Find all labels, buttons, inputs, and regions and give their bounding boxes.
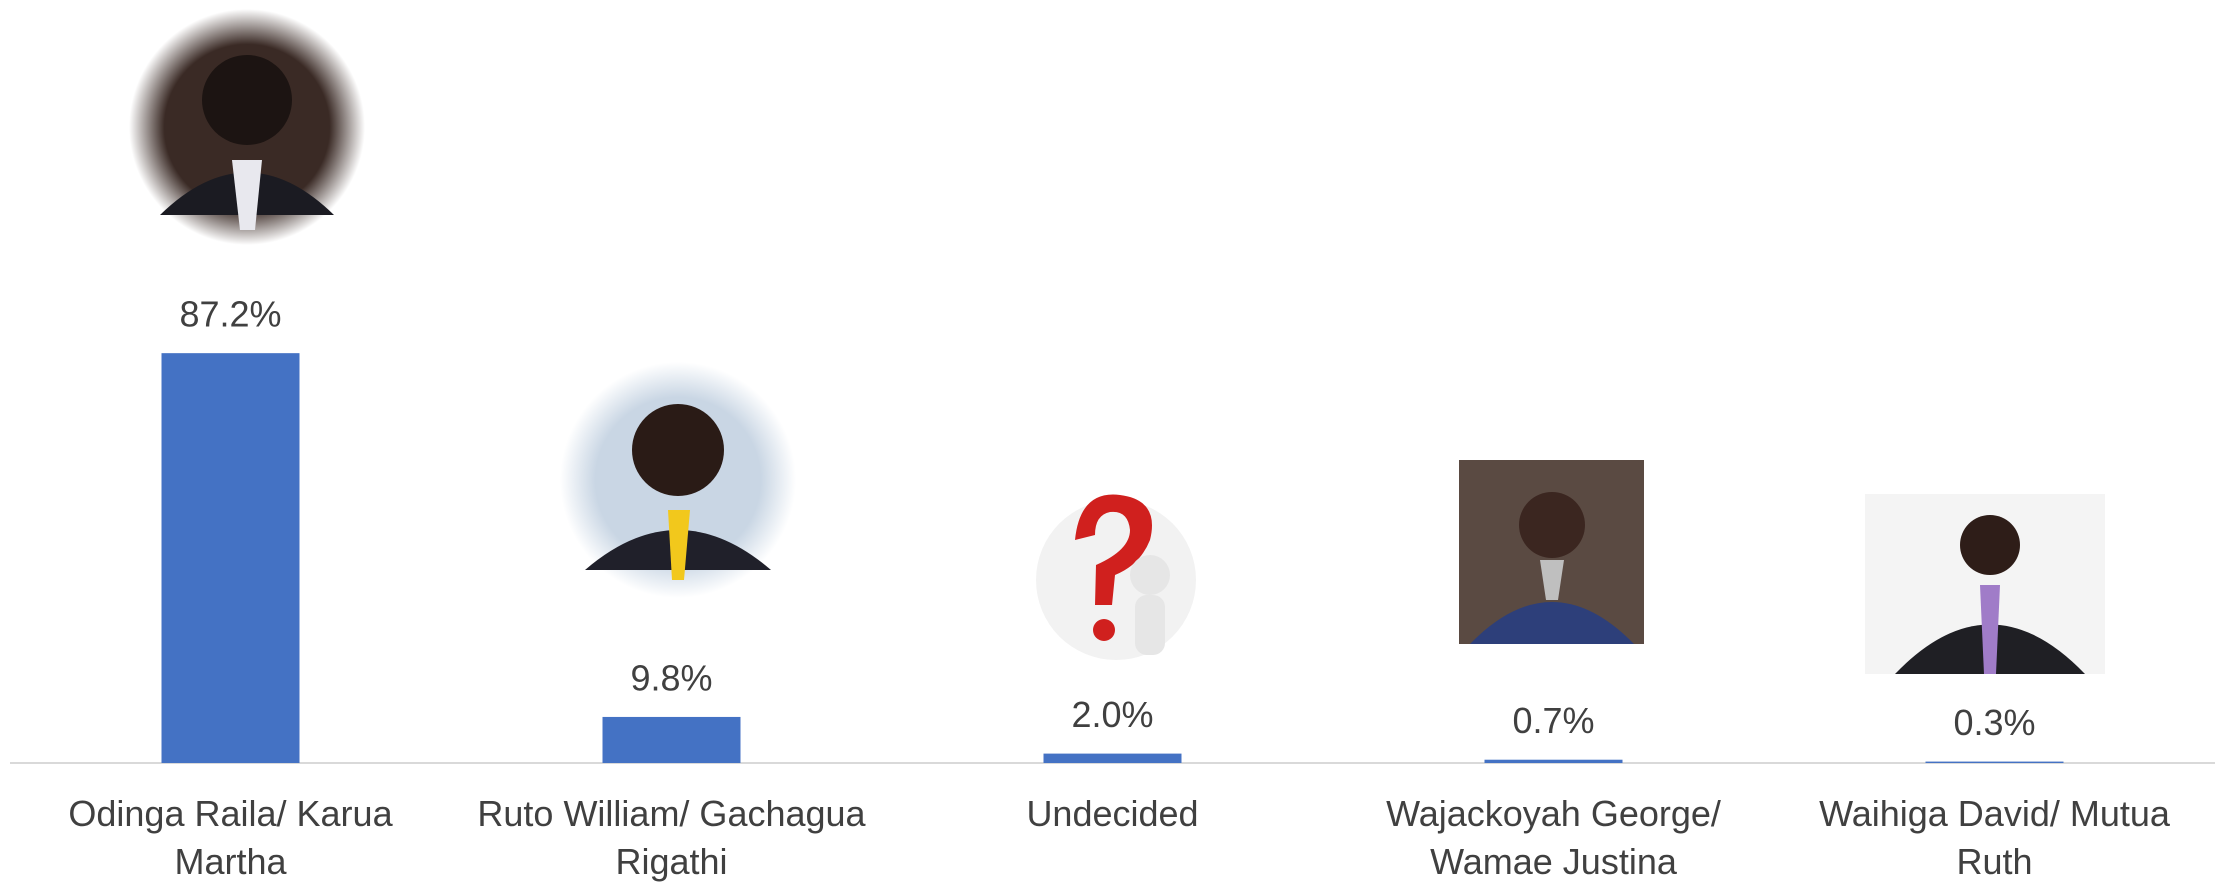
chart-svg: 87.2% 9.8% 2.0% 0.7% 0.3% (0, 0, 2215, 890)
photo (1459, 460, 1644, 644)
bar (603, 717, 741, 763)
value-label: 0.3% (1953, 702, 2035, 743)
x-tick-label: Undecided (903, 790, 1323, 838)
value-label: 87.2% (179, 294, 281, 335)
value-label: 0.7% (1512, 700, 1594, 741)
x-tick-label: Wajackoyah George/ Wamae Justina (1344, 790, 1764, 886)
value-label: 9.8% (630, 657, 712, 698)
bar (162, 353, 300, 763)
photo (560, 362, 796, 598)
photo (129, 9, 365, 245)
bar (1485, 760, 1623, 763)
x-tick-label: Ruto William/ Gachagua Rigathi (462, 790, 882, 886)
x-tick-label: Waihiga David/ Mutua Ruth (1785, 790, 2205, 886)
photo (1865, 494, 2105, 674)
photo (1036, 495, 1196, 660)
x-tick-label: Odinga Raila/ Karua Martha (21, 790, 441, 886)
bar (1926, 762, 2064, 763)
bar (1044, 754, 1182, 763)
value-label: 2.0% (1071, 694, 1153, 735)
chart: 87.2% 9.8% 2.0% 0.7% 0.3% Odinga Raila/ Karu… (0, 0, 2215, 890)
